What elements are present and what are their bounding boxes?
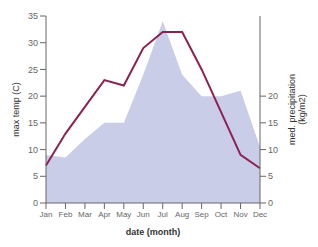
- svg-text:May: May: [116, 210, 131, 219]
- svg-text:5: 5: [268, 171, 273, 181]
- svg-text:Jul: Jul: [158, 210, 168, 219]
- svg-text:35: 35: [28, 11, 38, 21]
- svg-text:date (month): date (month): [126, 227, 181, 237]
- svg-text:max temp (C): max temp (C): [11, 82, 21, 137]
- svg-text:5: 5: [33, 171, 38, 181]
- svg-text:0: 0: [268, 198, 273, 208]
- svg-text:Oct: Oct: [215, 210, 228, 219]
- svg-text:15: 15: [268, 118, 278, 128]
- svg-text:20: 20: [28, 91, 38, 101]
- svg-text:30: 30: [28, 38, 38, 48]
- svg-text:25: 25: [28, 65, 38, 75]
- svg-text:med. precipitation(kg/m2): med. precipitation(kg/m2): [287, 74, 307, 145]
- svg-text:10: 10: [28, 145, 38, 155]
- svg-text:10: 10: [268, 145, 278, 155]
- svg-text:0: 0: [33, 198, 38, 208]
- svg-text:15: 15: [28, 118, 38, 128]
- svg-text:Feb: Feb: [59, 210, 73, 219]
- svg-text:Dec: Dec: [253, 210, 267, 219]
- svg-text:Aug: Aug: [175, 210, 189, 219]
- svg-text:Apr: Apr: [98, 210, 111, 219]
- svg-text:Jun: Jun: [137, 210, 150, 219]
- svg-text:Nov: Nov: [233, 210, 247, 219]
- svg-text:Sep: Sep: [195, 210, 210, 219]
- svg-text:20: 20: [268, 91, 278, 101]
- svg-text:Mar: Mar: [78, 210, 92, 219]
- svg-text:Jan: Jan: [40, 210, 53, 219]
